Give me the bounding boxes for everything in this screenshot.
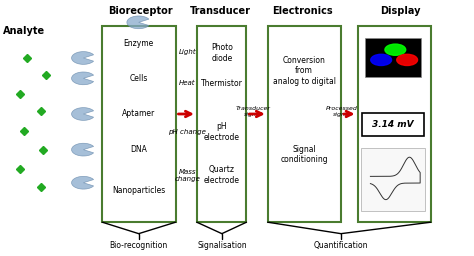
Text: Thermistor: Thermistor: [201, 79, 243, 88]
Bar: [362, 113, 424, 136]
Bar: [268, 26, 341, 222]
Text: Mass
change: Mass change: [174, 169, 201, 182]
Bar: [102, 26, 175, 222]
Circle shape: [371, 54, 392, 66]
Wedge shape: [127, 16, 149, 29]
Text: Analyte: Analyte: [3, 26, 45, 36]
Text: Cells: Cells: [129, 74, 148, 83]
Text: Bioreceptor: Bioreceptor: [108, 6, 173, 16]
Wedge shape: [72, 143, 94, 156]
Text: Aptamer: Aptamer: [122, 110, 155, 119]
Bar: [197, 26, 246, 222]
Text: Enzyme: Enzyme: [124, 39, 154, 48]
Wedge shape: [72, 72, 94, 85]
Text: Quartz
electrode: Quartz electrode: [204, 165, 240, 185]
Circle shape: [397, 54, 418, 66]
Text: pH change: pH change: [168, 129, 206, 135]
Text: Photo
diode: Photo diode: [211, 43, 233, 62]
Text: Processed
signal: Processed signal: [326, 106, 358, 117]
Text: Signalisation: Signalisation: [197, 241, 246, 250]
Wedge shape: [72, 108, 94, 120]
Bar: [361, 148, 425, 211]
Circle shape: [385, 44, 406, 55]
Bar: [357, 26, 431, 222]
Text: Heat: Heat: [179, 80, 196, 87]
Text: Signal
conditioning: Signal conditioning: [280, 145, 328, 164]
Wedge shape: [72, 52, 94, 64]
Text: Light: Light: [179, 49, 196, 55]
Text: pH
electrode: pH electrode: [204, 122, 240, 142]
Text: 3.14 mV: 3.14 mV: [372, 120, 414, 129]
Text: Nanoparticles: Nanoparticles: [112, 186, 165, 195]
Text: Conversion
from
analog to digital: Conversion from analog to digital: [273, 56, 336, 86]
Wedge shape: [72, 176, 94, 189]
Text: Transducer
signal: Transducer signal: [236, 106, 271, 117]
Text: Transducer: Transducer: [190, 6, 251, 16]
Text: Electronics: Electronics: [272, 6, 333, 16]
Text: Bio-recognition: Bio-recognition: [109, 241, 168, 250]
Text: Display: Display: [380, 6, 420, 16]
Text: Quantification: Quantification: [314, 241, 368, 250]
Text: DNA: DNA: [130, 145, 147, 154]
Bar: [365, 38, 421, 77]
